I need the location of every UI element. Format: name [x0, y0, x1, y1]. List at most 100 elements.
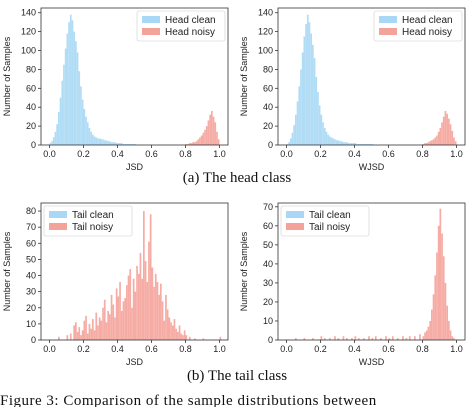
figure-caption-text: Figure 3: Comparison of the sample distr…: [0, 393, 377, 407]
head-jsd-bar: [207, 120, 210, 145]
head-wjsd-bar: [301, 52, 304, 145]
tail-wjsd-legend-swatch: [286, 223, 304, 230]
tail-jsd-bar: [78, 327, 81, 340]
tail-jsd-bar: [178, 325, 181, 340]
tail-wjsd-ytick-label: 0: [268, 335, 273, 345]
tail-jsd-ytick-label: 60: [26, 238, 36, 248]
tail-jsd-legend-swatch: [49, 223, 67, 230]
head-wjsd-bar: [441, 122, 443, 145]
head-jsd-bar: [217, 139, 220, 145]
head-jsd-bar: [202, 132, 205, 145]
tail-wjsd-bar: [303, 338, 306, 340]
tail-jsd-xtick-label: 0.4: [111, 344, 124, 354]
head-wjsd-ytick-label: 20: [263, 121, 273, 131]
tail-jsd-series-noisy: [58, 211, 222, 340]
tail-jsd-bar: [160, 283, 162, 340]
tail-jsd-bar: [124, 298, 126, 340]
head-wjsd-bar: [310, 33, 312, 146]
head-jsd-bar: [190, 143, 193, 145]
tail-wjsd-ytick-label: 10: [263, 316, 273, 326]
head-jsd-bar: [109, 141, 111, 145]
head-wjsd-bar: [313, 58, 316, 145]
tail-jsd-legend-label: Tail clean: [72, 210, 114, 221]
head-wjsd-ytick-label: 120: [258, 27, 273, 37]
head-wjsd-bar: [329, 136, 331, 145]
tail-jsd-bar: [115, 288, 118, 340]
head-wjsd-bar: [351, 143, 353, 145]
head-jsd-bar: [52, 137, 55, 145]
tail-jsd-xtick-label: 0.8: [179, 344, 192, 354]
head-jsd-bar: [64, 48, 67, 145]
tail-jsd-bar: [97, 325, 99, 340]
tail-wjsd-ytick-label: 20: [263, 297, 273, 307]
tail-jsd-bar: [100, 320, 103, 340]
tail-wjsd-bar: [374, 336, 377, 340]
head-wjsd-bar: [431, 140, 433, 145]
panel-tail-jsd: 0.0 0.2 0.4 0.6 0.8 1.0 0 10 20 30 40 50 60 70 80 JSD Nu…: [0, 195, 237, 370]
head-wjsd-bar: [446, 113, 448, 145]
head-jsd-bar: [199, 137, 201, 145]
head-jsd-ylabel: Number of Samples: [2, 36, 12, 116]
head-wjsd-ytick-label: 0: [268, 140, 273, 150]
head-jsd-xlabel: JSD: [126, 162, 144, 172]
head-jsd-bar: [98, 138, 101, 145]
tail-wjsd-bar: [342, 336, 345, 340]
head-wjsd-bar: [318, 105, 321, 145]
tail-jsd-bar: [171, 325, 174, 340]
head-jsd-bar: [132, 144, 135, 145]
head-wjsd-series-noisy: [422, 110, 457, 145]
head-jsd-bar: [115, 143, 118, 145]
tail-wjsd-bar: [427, 326, 430, 340]
tail-jsd-xtick-label: 0.2: [77, 344, 90, 354]
tail-wjsd-bar: [385, 336, 387, 340]
head-wjsd-bar: [454, 141, 457, 145]
tail-wjsd-series-noisy: [295, 208, 455, 340]
head-wjsd-ytick-label: 100: [258, 46, 273, 56]
tail-jsd-bar: [161, 301, 164, 340]
tail-wjsd-bar: [424, 332, 426, 340]
head-wjsd-ytick-label: 140: [258, 8, 273, 18]
tail-wjsd-histogram: 0.0 0.2 0.4 0.6 0.8 1.0 0 10 20 30 40 50 60 70 WJSD Num…: [239, 202, 466, 367]
tail-wjsd-ytick-label: 70: [263, 202, 273, 212]
tail-wjsd-bar: [402, 336, 404, 340]
tail-wjsd-bar: [357, 338, 360, 340]
tail-wjsd-bar: [446, 305, 448, 340]
head-jsd-legend-swatch: [142, 16, 160, 23]
tail-wjsd-bar: [408, 336, 411, 340]
head-wjsd-bar: [305, 24, 307, 146]
head-jsd-bar: [49, 143, 52, 145]
tail-wjsd-bar: [422, 336, 425, 340]
tail-jsd-ytick-label: 50: [26, 254, 36, 264]
tail-jsd-legend-label: Tail noisy: [72, 222, 113, 233]
head-wjsd-xtick-label: 0.0: [280, 149, 293, 159]
head-wjsd-bar: [425, 143, 428, 145]
tail-jsd-bar: [163, 320, 166, 340]
caption-head-class: (a) The head class: [182, 170, 292, 186]
head-jsd-ytick-label: 20: [26, 121, 36, 131]
tail-jsd-bar: [86, 333, 89, 340]
tail-jsd-bar: [202, 338, 205, 340]
head-wjsd-ytick-label: 40: [263, 102, 273, 112]
head-jsd-bar: [92, 134, 94, 145]
tail-jsd-bar: [110, 294, 113, 340]
tail-wjsd-bar: [368, 336, 370, 340]
tail-wjsd-bar: [354, 336, 357, 340]
head-wjsd-bar: [347, 143, 350, 145]
tail-wjsd-legend-swatch: [286, 211, 304, 218]
tail-wjsd-legend-label: Tail noisy: [309, 222, 350, 233]
head-jsd-bar: [81, 99, 84, 145]
tail-jsd-bar: [137, 273, 140, 340]
head-jsd-bar: [61, 80, 64, 145]
head-jsd-bar: [194, 142, 196, 145]
tail-wjsd-bar: [323, 338, 326, 340]
tail-jsd-bar: [143, 211, 145, 340]
head-jsd-bar: [105, 140, 108, 145]
head-jsd-bar: [93, 136, 96, 145]
tail-jsd-bar: [66, 335, 69, 340]
tail-wjsd-bar: [380, 338, 382, 340]
head-wjsd-bar: [312, 44, 314, 145]
tail-jsd-ytick-label: 20: [26, 303, 36, 313]
tail-jsd-bar: [114, 317, 116, 340]
tail-jsd-bar: [158, 294, 160, 340]
